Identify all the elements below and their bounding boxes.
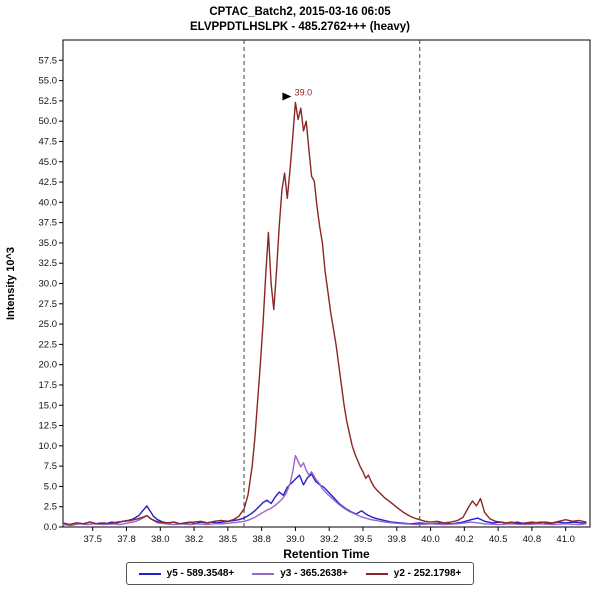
x-tick-label: 37.8 <box>117 534 136 545</box>
y-tick-label: 35.0 <box>39 238 58 249</box>
x-tick-label: 37.5 <box>83 534 102 545</box>
legend-line-sample-y5 <box>138 572 161 575</box>
chromatogram-plot[interactable]: 0.0 2.5 5.0 7.5 10.0 12.5 15.0 17.5 20.0 22.5 25.0… <box>0 36 600 560</box>
legend-line-sample-y2 <box>365 572 388 575</box>
y-tick-label: 42.5 <box>39 177 58 188</box>
x-tick-label: 38.2 <box>185 534 204 545</box>
peak-rt-label: 39.0 <box>295 87 313 97</box>
y-tick-label: 2.5 <box>44 502 57 513</box>
y-axis-title: Intensity 10^3 <box>5 247 17 320</box>
x-tick-label: 40.8 <box>523 534 542 545</box>
x-tick-label: 38.0 <box>151 534 170 545</box>
y-tick-label: 7.5 <box>44 461 57 472</box>
y-tick-label: 32.5 <box>39 258 58 269</box>
chart-header: CPTAC_Batch2, 2015-03-16 06:05 ELVPPDTLH… <box>0 5 600 35</box>
legend-row: y5 - 589.3548+ y3 - 365.2638+ y2 - 252.179… <box>0 562 600 585</box>
y-tick-label: 27.5 <box>39 299 58 310</box>
y-tick-label: 30.0 <box>39 279 58 290</box>
y-tick-label: 25.0 <box>39 319 58 330</box>
y-tick-label: 12.5 <box>39 421 58 432</box>
y-tick-label: 37.5 <box>39 218 58 229</box>
x-tick-label: 40.2 <box>455 534 474 545</box>
x-tick-label: 39.2 <box>320 534 339 545</box>
legend-item-y2: y2 - 252.1798+ <box>365 568 462 579</box>
x-axis-title: Retention Time <box>283 547 370 560</box>
x-tick-label: 39.8 <box>388 534 407 545</box>
series-line-y2 <box>62 101 587 526</box>
y-tick-label: 0.0 <box>44 522 57 533</box>
peak-pointer-icon <box>282 92 292 101</box>
legend-item-y3: y3 - 365.2638+ <box>252 568 348 579</box>
y-tick-label: 20.0 <box>39 360 58 371</box>
y-tick-label: 15.0 <box>39 400 58 411</box>
y-tick-label: 57.5 <box>39 55 58 66</box>
legend-label-y3: y3 - 365.2638+ <box>280 568 348 579</box>
y-tick-label: 22.5 <box>39 339 58 350</box>
legend: y5 - 589.3548+ y3 - 365.2638+ y2 - 252.179… <box>125 562 475 585</box>
y-tick-label: 45.0 <box>39 157 58 168</box>
y-tick-label: 10.0 <box>39 441 58 452</box>
y-tick-label: 5.0 <box>44 481 57 492</box>
x-tick-label: 38.8 <box>252 534 271 545</box>
y-tick-label: 52.5 <box>39 96 58 107</box>
legend-item-y5: y5 - 589.3548+ <box>138 568 235 579</box>
chart-title: CPTAC_Batch2, 2015-03-16 06:05 <box>209 6 391 18</box>
x-tick-label: 39.5 <box>354 534 373 545</box>
legend-label-y5: y5 - 589.3548+ <box>166 568 235 579</box>
y-tick-label: 50.0 <box>39 116 58 127</box>
y-tick-label: 17.5 <box>39 380 58 391</box>
series-line-y5 <box>62 473 587 526</box>
y-tick-label: 40.0 <box>39 197 58 208</box>
x-tick-label: 40.0 <box>421 534 440 545</box>
x-tick-label: 39.0 <box>286 534 305 545</box>
y-tick-label: 55.0 <box>39 76 58 87</box>
legend-label-y2: y2 - 252.1798+ <box>393 568 462 579</box>
legend-line-sample-y3 <box>252 572 275 575</box>
y-tick-label: 47.5 <box>39 136 58 147</box>
chart-subtitle: ELVPPDTLHSLPK - 485.2762+++ (heavy) <box>190 21 410 33</box>
x-tick-label: 41.0 <box>556 534 575 545</box>
x-tick-label: 40.5 <box>489 534 508 545</box>
x-tick-label: 38.5 <box>219 534 238 545</box>
